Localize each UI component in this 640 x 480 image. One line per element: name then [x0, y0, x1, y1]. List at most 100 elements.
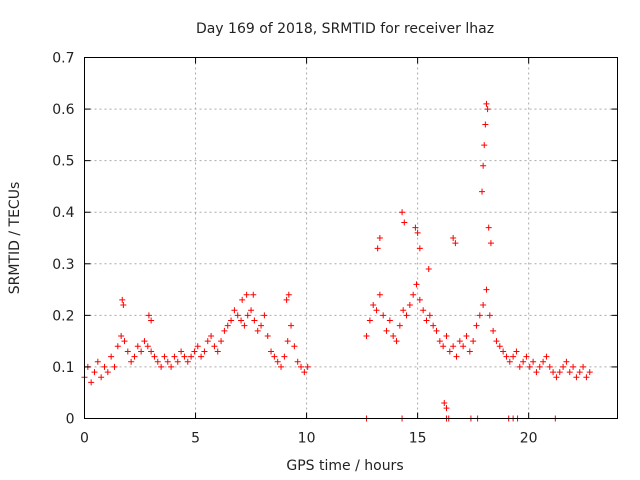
data-point: [120, 302, 127, 309]
data-point: [425, 265, 432, 272]
data-point: [520, 358, 527, 365]
data-point: [412, 224, 419, 231]
data-point: [241, 322, 248, 329]
grid-lines: [84, 57, 618, 419]
data-point: [523, 353, 530, 360]
data-point: [214, 348, 221, 355]
data-point: [530, 358, 537, 365]
data-point: [446, 348, 453, 355]
data-point: [483, 100, 490, 107]
data-point: [487, 240, 494, 247]
data-point: [399, 209, 406, 216]
data-point: [284, 338, 291, 345]
data-point: [91, 369, 98, 376]
y-tick-label: 0: [66, 412, 75, 428]
data-point: [231, 307, 238, 314]
x-tick-label: 20: [520, 431, 538, 447]
x-axis-ticks: 0 5 10 15 20: [80, 57, 538, 447]
data-point: [533, 369, 540, 376]
data-point: [148, 317, 155, 324]
data-point: [250, 291, 257, 298]
data-point: [363, 332, 370, 339]
data-point: [274, 358, 281, 365]
data-point: [476, 312, 483, 319]
data-point: [400, 307, 407, 314]
data-point: [482, 121, 489, 128]
data-point: [366, 317, 373, 324]
data-point: [456, 338, 463, 345]
data-point: [141, 338, 148, 345]
data-point: [480, 162, 487, 169]
data-point: [128, 358, 135, 365]
data-point: [550, 369, 557, 376]
plot-frame: [84, 57, 618, 419]
data-point: [158, 363, 165, 370]
data-point: [294, 358, 301, 365]
data-point: [486, 312, 493, 319]
data-point: [563, 358, 570, 365]
data-point: [121, 338, 128, 345]
data-point: [430, 322, 437, 329]
data-point: [380, 312, 387, 319]
data-point: [483, 286, 490, 293]
data-point: [264, 332, 271, 339]
data-point: [283, 296, 290, 303]
data-point: [191, 348, 198, 355]
data-point: [376, 235, 383, 241]
data-point: [396, 322, 403, 329]
data-point: [234, 312, 241, 319]
data-point: [194, 343, 201, 350]
data-point: [131, 353, 138, 360]
data-point: [443, 405, 450, 412]
data-points: [81, 100, 593, 422]
data-point: [556, 369, 563, 376]
data-point: [526, 363, 533, 370]
data-point: [211, 343, 218, 350]
y-tick-label: 0.3: [52, 257, 74, 273]
data-point: [450, 235, 457, 241]
data-point: [443, 332, 450, 339]
data-point: [580, 363, 587, 370]
data-point: [288, 322, 295, 329]
data-point: [261, 312, 268, 319]
data-point: [281, 353, 288, 360]
data-point: [543, 353, 550, 360]
y-axis-label: SRMTID / TECUs: [7, 182, 23, 295]
data-point: [441, 400, 448, 407]
y-tick-label: 0.2: [52, 308, 74, 324]
data-point: [268, 348, 275, 355]
data-point: [298, 363, 305, 370]
data-point: [304, 363, 311, 370]
data-point: [248, 307, 255, 314]
data-point: [154, 358, 161, 365]
data-point: [291, 343, 298, 350]
data-point: [490, 327, 497, 334]
data-point: [510, 353, 517, 360]
data-point: [416, 245, 423, 252]
data-point: [161, 353, 168, 360]
data-point: [576, 369, 583, 376]
y-tick-label: 0.1: [52, 360, 74, 376]
data-point: [111, 363, 118, 370]
chart-title: Day 169 of 2018, SRMTID for receiver lha…: [196, 21, 494, 37]
data-point: [178, 348, 185, 355]
data-point: [390, 332, 397, 339]
data-point: [104, 369, 111, 376]
data-point: [138, 348, 145, 355]
data-point: [198, 353, 205, 360]
y-tick-label: 0.7: [52, 51, 74, 67]
data-point: [204, 338, 211, 345]
data-point: [513, 348, 520, 355]
data-point: [586, 369, 593, 376]
data-point: [285, 291, 292, 298]
data-point: [251, 317, 258, 324]
data-point: [452, 240, 459, 247]
y-tick-label: 0.6: [52, 102, 74, 118]
data-point: [470, 338, 477, 345]
data-point: [473, 322, 480, 329]
data-point: [239, 296, 246, 303]
data-point: [463, 332, 470, 339]
data-point: [403, 312, 410, 319]
data-point: [171, 353, 178, 360]
data-point: [583, 374, 590, 381]
